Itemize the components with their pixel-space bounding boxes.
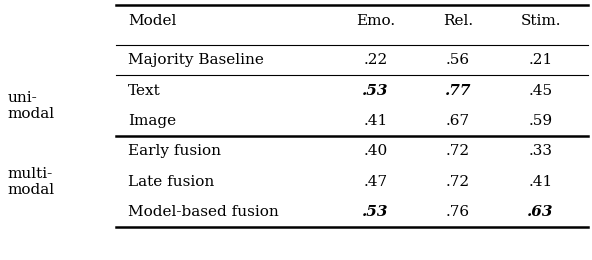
Text: Majority Baseline: Majority Baseline (128, 53, 264, 67)
Text: .41: .41 (363, 114, 388, 128)
Text: .77: .77 (445, 84, 471, 98)
Text: .33: .33 (529, 144, 552, 158)
Text: Model: Model (128, 14, 176, 28)
Text: .72: .72 (446, 144, 470, 158)
Text: .72: .72 (446, 175, 470, 189)
Text: .22: .22 (363, 53, 388, 67)
Text: Image: Image (128, 114, 176, 128)
Text: Late fusion: Late fusion (128, 175, 214, 189)
Text: Model-based fusion: Model-based fusion (128, 205, 279, 219)
Text: .67: .67 (446, 114, 470, 128)
Text: .47: .47 (363, 175, 388, 189)
Text: Early fusion: Early fusion (128, 144, 221, 158)
Text: Text: Text (128, 84, 161, 98)
Text: .56: .56 (446, 53, 470, 67)
Text: .63: .63 (527, 205, 554, 219)
Text: Stim.: Stim. (520, 14, 561, 28)
Text: .53: .53 (362, 84, 389, 98)
Text: uni-
modal: uni- modal (7, 91, 54, 121)
Text: .40: .40 (363, 144, 388, 158)
Text: .45: .45 (529, 84, 552, 98)
Text: .76: .76 (446, 205, 470, 219)
Text: multi-
modal: multi- modal (7, 167, 54, 197)
Text: .21: .21 (529, 53, 553, 67)
Text: Emo.: Emo. (356, 14, 395, 28)
Text: .41: .41 (529, 175, 553, 189)
Text: .59: .59 (529, 114, 552, 128)
Text: Rel.: Rel. (443, 14, 473, 28)
Text: .53: .53 (362, 205, 389, 219)
